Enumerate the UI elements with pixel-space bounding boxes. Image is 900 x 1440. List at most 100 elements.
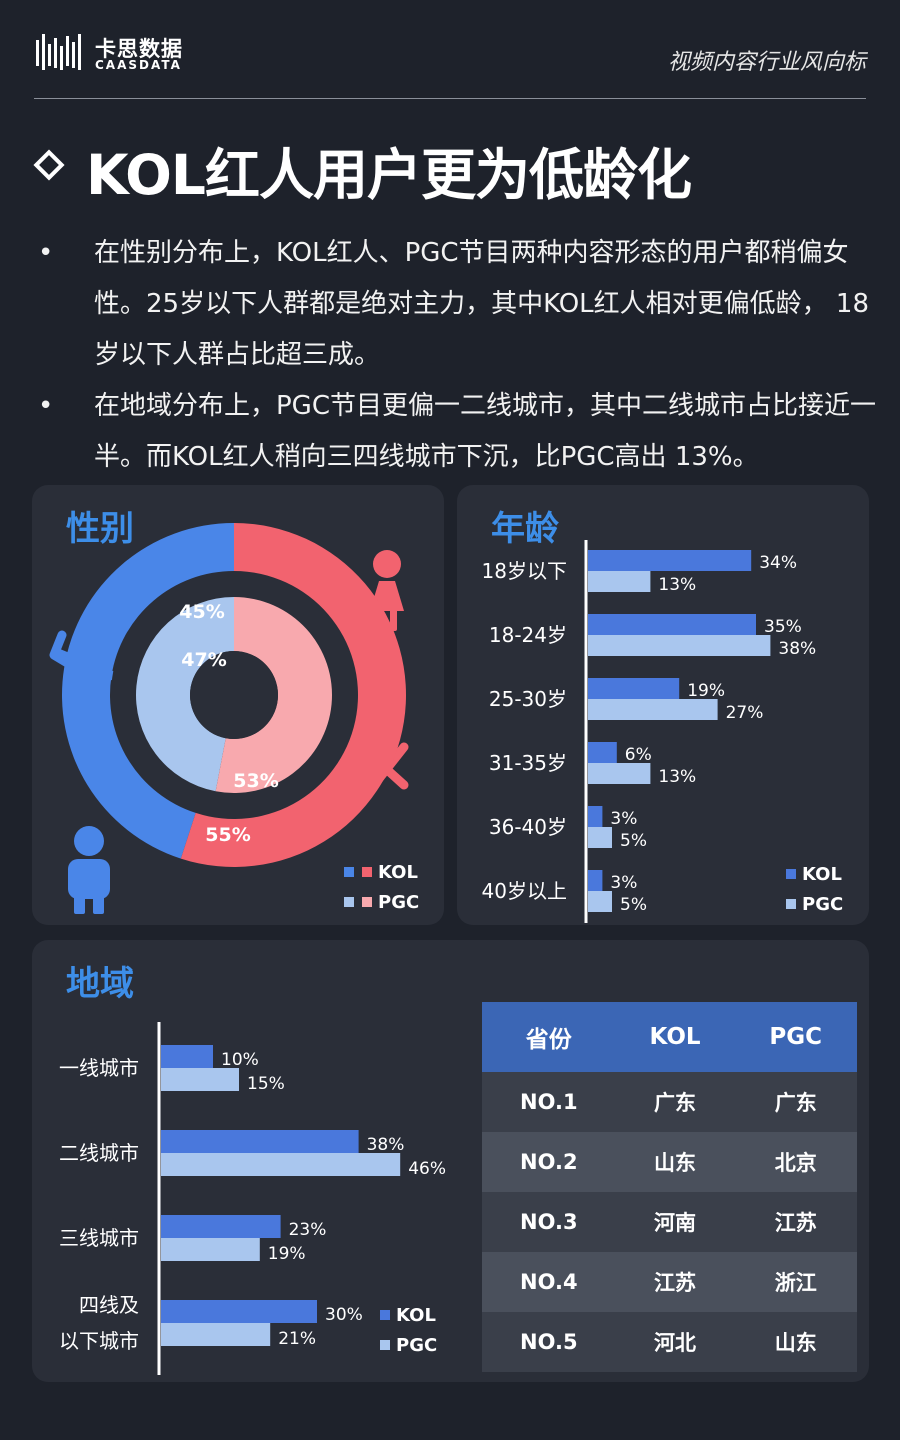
legend-swatch-male xyxy=(344,867,354,877)
pgc-bar xyxy=(588,635,771,656)
legend-swatch-female xyxy=(362,867,372,877)
region-title: 地域 xyxy=(66,964,134,1004)
legend-label: KOL xyxy=(378,862,418,883)
kol-bar xyxy=(161,1130,359,1153)
kol-value-label: 10% xyxy=(221,1050,259,1070)
legend-swatch-female xyxy=(362,897,372,907)
summary-bullet: • 在地域分布上，PGC节目更偏一二线城市，其中二线城市占比接近一半。而KOL红… xyxy=(36,381,876,483)
caasdata-logo-icon xyxy=(36,34,81,70)
logo-text: 卡思数据 xyxy=(95,37,183,61)
header: 卡思数据 CAASDATA 视频内容行业风向标 xyxy=(0,0,900,100)
kol-value-label: 19% xyxy=(687,681,725,701)
diamond-bullet-icon xyxy=(33,149,65,181)
category-label: 18岁以下 xyxy=(482,559,567,583)
pgc-value-label: 5% xyxy=(620,831,647,851)
kol-bar xyxy=(161,1300,317,1323)
kol-bar xyxy=(588,806,603,827)
kol-value-label: 38% xyxy=(367,1135,405,1155)
age-bar-chart: 34% 13% 18岁以下 35%38% 18-24岁 19%27% 25-30岁 6% 13%… xyxy=(482,540,843,923)
kol-bar xyxy=(588,678,680,699)
legend-label: PGC xyxy=(378,892,419,913)
legend-label: KOL xyxy=(396,1305,436,1326)
pgc-value-label: 15% xyxy=(247,1074,285,1094)
category-label: 31-35岁 xyxy=(489,751,567,775)
category-label: 三线城市 xyxy=(59,1226,139,1250)
pgc-bar xyxy=(588,827,612,848)
category-label: 40岁以上 xyxy=(482,879,567,903)
pgc-bar xyxy=(588,699,718,720)
pgc-value-label: 5% xyxy=(620,895,647,915)
donut-hole xyxy=(190,651,278,739)
age-title: 年龄 xyxy=(491,509,559,549)
kol-female-label: 55% xyxy=(205,824,250,846)
pgc-value-label: 13% xyxy=(658,767,696,787)
pgc-male-label: 47% xyxy=(181,649,226,671)
rank-cell: NO.5 xyxy=(482,1312,616,1372)
bullet-dot: • xyxy=(38,391,54,421)
column-header: KOL xyxy=(615,1002,735,1072)
kol-value-label: 30% xyxy=(325,1305,363,1325)
gender-donut-chart: 45% 55% 47% 53% KOL PGC xyxy=(49,523,419,914)
category-label: 二线城市 xyxy=(59,1141,139,1165)
legend-swatch-male xyxy=(344,897,354,907)
kol-value-label: 34% xyxy=(759,553,797,573)
region-bar-chart: 10% 15% 一线城市 38%46% 二线城市 23% 19% 三线城市 30% 21% 四线及以… xyxy=(59,1022,446,1375)
header-divider xyxy=(34,98,866,99)
pgc-bar xyxy=(161,1323,271,1346)
kol-value-label: 23% xyxy=(289,1220,327,1240)
kol-bar xyxy=(588,870,603,891)
category-label: 四线及 xyxy=(79,1293,139,1317)
rank-cell: NO.2 xyxy=(482,1132,616,1192)
gender-title: 性别 xyxy=(66,509,134,549)
legend-swatch xyxy=(380,1310,390,1320)
ring-gap xyxy=(111,572,357,818)
pgc-bar xyxy=(588,571,651,592)
kol-value-label: 3% xyxy=(610,809,637,829)
logo-subtext: CAASDATA xyxy=(95,58,182,72)
kol-province-cell: 河北 xyxy=(615,1312,735,1372)
table-row: NO.4 江苏 浙江 xyxy=(482,1252,857,1312)
column-header: 省份 xyxy=(482,1002,616,1072)
kol-province-cell: 江苏 xyxy=(615,1252,735,1312)
summary-bullets: • 在性别分布上，KOL红人、PGC节目两种内容形态的用户都稍偏女性。25岁以下… xyxy=(36,228,876,483)
legend-swatch xyxy=(786,869,796,879)
table-header-row: 省份 KOL PGC xyxy=(482,1002,857,1072)
pgc-female-label: 53% xyxy=(233,770,278,792)
gender-panel: 性别 45% 55% 47% 53% KOL PGC xyxy=(32,485,444,925)
pgc-bar xyxy=(161,1238,260,1261)
pgc-bar xyxy=(161,1068,239,1091)
bullet-dot: • xyxy=(38,238,54,268)
bullet-text: 在性别分布上，KOL红人、PGC节目两种内容形态的用户都稍偏女性。25岁以下人群… xyxy=(94,238,870,370)
category-label: 18-24岁 xyxy=(489,623,567,647)
pgc-province-cell: 北京 xyxy=(734,1132,857,1192)
page-title: KOL红人用户更为低龄化 xyxy=(86,143,692,207)
pgc-bar xyxy=(588,891,612,912)
table-row: NO.2 山东 北京 xyxy=(482,1132,857,1192)
pgc-bar xyxy=(161,1153,401,1176)
kol-female-slice xyxy=(180,523,406,867)
province-ranking-table: 省份 KOL PGC NO.1 广东 广东 NO.2 山东 北京 NO.3 河南… xyxy=(482,1002,857,1372)
pgc-bar xyxy=(588,763,651,784)
table-row: NO.5 河北 山东 xyxy=(482,1312,857,1372)
pgc-value-label: 46% xyxy=(408,1159,446,1179)
pgc-male-slice xyxy=(135,597,234,792)
kol-bar xyxy=(161,1045,213,1068)
kol-bar xyxy=(588,550,752,571)
legend-label: KOL xyxy=(802,864,842,885)
pgc-province-cell: 广东 xyxy=(734,1072,857,1132)
pgc-province-cell: 浙江 xyxy=(734,1252,857,1312)
pgc-value-label: 27% xyxy=(726,703,764,723)
pgc-province-cell: 江苏 xyxy=(734,1192,857,1252)
pgc-female-slice xyxy=(215,597,332,793)
pgc-value-label: 13% xyxy=(658,575,696,595)
kol-province-cell: 广东 xyxy=(615,1072,735,1132)
rank-cell: NO.4 xyxy=(482,1252,616,1312)
male-icon xyxy=(68,826,110,914)
legend-label: PGC xyxy=(396,1335,437,1356)
kol-bar xyxy=(588,742,617,763)
category-label: 以下城市 xyxy=(59,1329,139,1353)
kol-value-label: 6% xyxy=(625,745,652,765)
kol-bar xyxy=(161,1215,281,1238)
pgc-province-cell: 山东 xyxy=(734,1312,857,1372)
table-row: NO.3 河南 江苏 xyxy=(482,1192,857,1252)
